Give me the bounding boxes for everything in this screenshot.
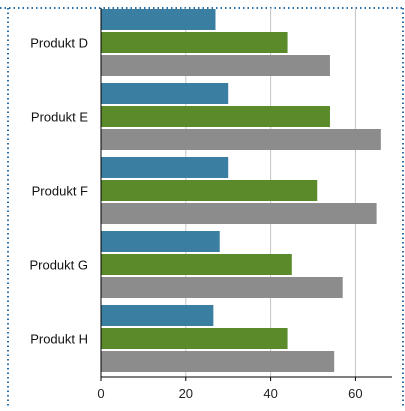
bar-produkt-e-series-2[interactable] (101, 106, 330, 127)
bars-layer (101, 9, 381, 372)
x-tick-label-0: 0 (97, 386, 104, 401)
bar-produkt-f-series-1[interactable] (101, 157, 229, 178)
x-tick-label-2: 40 (263, 386, 277, 401)
bar-produkt-g-series-2[interactable] (101, 254, 292, 275)
category-label-4: Produkt H (30, 332, 88, 347)
bar-produkt-d-series-3[interactable] (101, 55, 330, 76)
category-label-2: Produkt F (32, 184, 88, 199)
bar-produkt-h-series-1[interactable] (101, 305, 214, 326)
x-tick-label-3: 60 (348, 386, 362, 401)
bar-produkt-g-series-3[interactable] (101, 277, 343, 298)
category-label-0: Produkt D (30, 36, 88, 51)
bar-produkt-h-series-3[interactable] (101, 351, 335, 372)
bar-produkt-f-series-2[interactable] (101, 180, 318, 201)
category-label-1: Produkt E (31, 110, 88, 125)
bar-produkt-f-series-3[interactable] (101, 203, 377, 224)
category-label-3: Produkt G (29, 258, 88, 273)
bar-produkt-g-series-1[interactable] (101, 231, 220, 252)
axis-layer: 0 20 40 60 Produkt D Produkt E Produkt F Produk… (29, 8, 392, 401)
bar-produkt-e-series-3[interactable] (101, 129, 381, 150)
bar-produkt-d-series-1[interactable] (101, 9, 216, 30)
x-tick-label-1: 20 (179, 386, 193, 401)
bar-produkt-d-series-2[interactable] (101, 32, 288, 53)
bar-produkt-h-series-2[interactable] (101, 328, 288, 349)
bar-produkt-e-series-1[interactable] (101, 83, 229, 104)
